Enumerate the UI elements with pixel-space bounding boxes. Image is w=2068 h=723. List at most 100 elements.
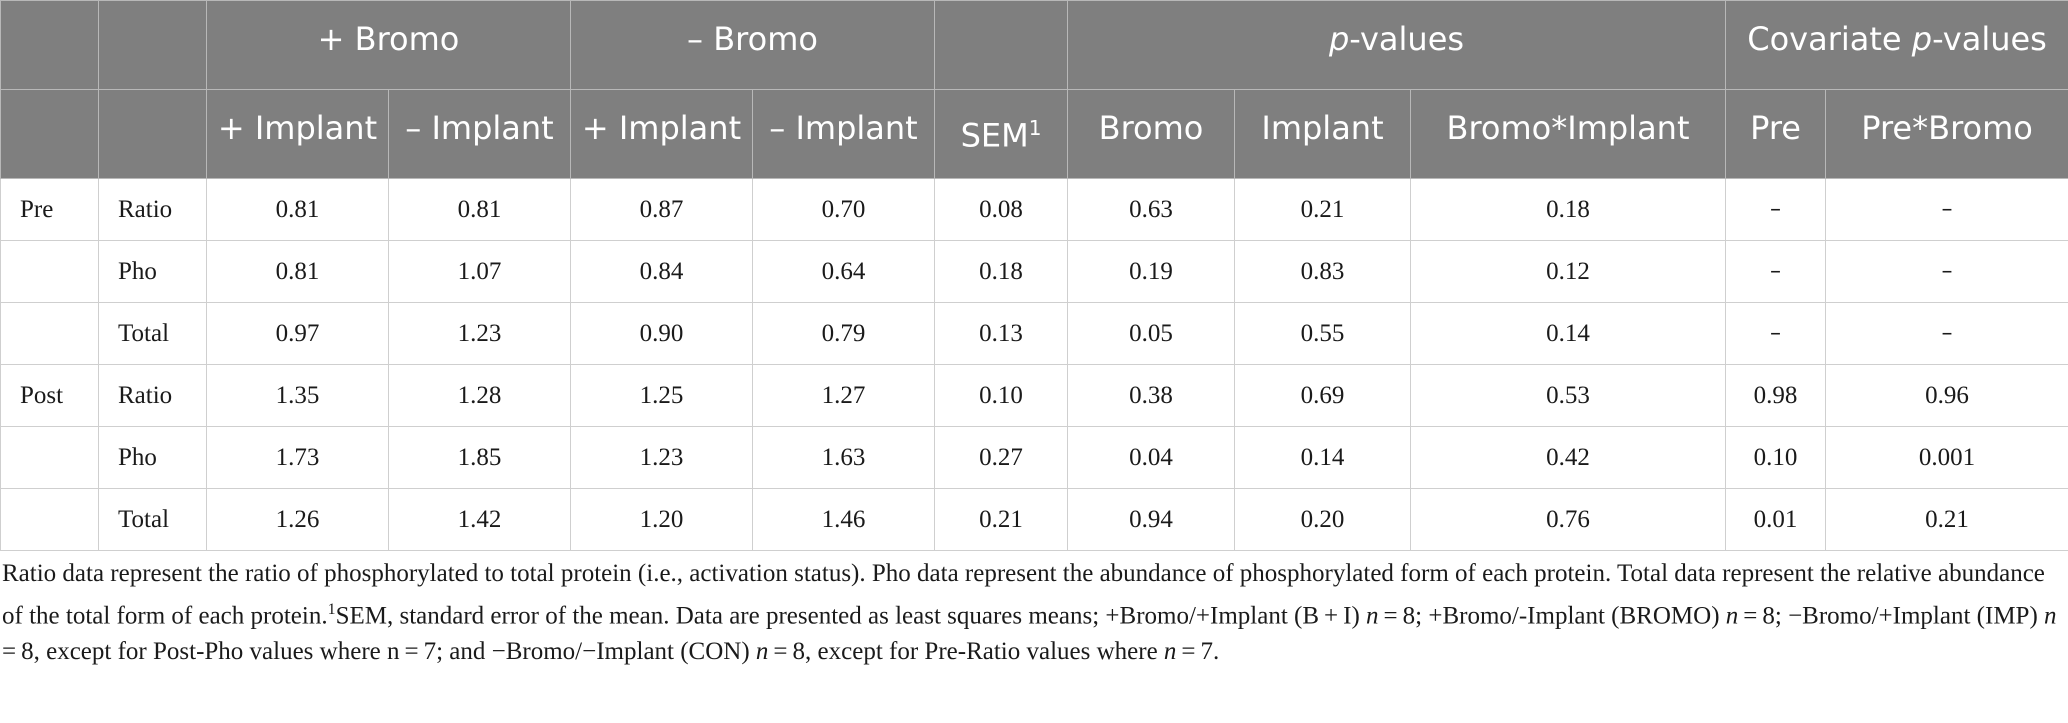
table-row: Post Ratio 1.35 1.28 1.25 1.27 0.10 0.38… <box>0 364 2068 427</box>
cell-p-bromo: 0.38 <box>1067 364 1235 427</box>
header-row-sub: + Implant – Implant + Implant – Implant … <box>0 89 2068 179</box>
cell-sem: 0.18 <box>934 240 1068 303</box>
cell-cov-pre-bromo: 0.96 <box>1825 364 2068 427</box>
cell-bromo-neg-implant-pos: 0.87 <box>570 178 753 241</box>
header-bromo-negative: – Bromo <box>570 0 935 90</box>
cell-p-bromo-implant: 0.14 <box>1409 302 1727 365</box>
table-row: Total 1.26 1.42 1.20 1.46 0.21 0.94 0.20… <box>0 488 2068 551</box>
cell-p-bromo: 0.04 <box>1067 426 1235 489</box>
header-covariate-p-values: Covariate p-values <box>1725 0 2068 90</box>
cell-p-bromo-implant: 0.76 <box>1409 488 1727 551</box>
cell-p-bromo-implant: 0.42 <box>1409 426 1727 489</box>
cell-p-bromo-implant: 0.12 <box>1409 240 1727 303</box>
cell-p-implant: 0.55 <box>1234 302 1411 365</box>
row-group-label <box>0 240 99 303</box>
table-row: Pho 1.73 1.85 1.23 1.63 0.27 0.04 0.14 0… <box>0 426 2068 489</box>
header-blank-cell <box>98 89 207 179</box>
cell-bromo-pos-implant-pos: 0.81 <box>206 240 389 303</box>
header-bromo-neg-implant-pos: + Implant <box>570 89 753 179</box>
cell-bromo-pos-implant-neg: 1.23 <box>388 302 571 365</box>
header-p-implant: Implant <box>1234 89 1411 179</box>
results-table: + Bromo – Bromo p-values Covariate p-val… <box>0 0 2068 551</box>
row-group-label: Post <box>0 364 99 427</box>
cell-bromo-neg-implant-pos: 1.23 <box>570 426 753 489</box>
cell-p-implant: 0.14 <box>1234 426 1411 489</box>
cell-p-implant: 0.20 <box>1234 488 1411 551</box>
row-group-label <box>0 426 99 489</box>
cell-bromo-neg-implant-pos: 1.20 <box>570 488 753 551</box>
row-measure-label: Pho <box>98 426 207 489</box>
cell-bromo-pos-implant-pos: 1.26 <box>206 488 389 551</box>
cell-bromo-pos-implant-pos: 1.73 <box>206 426 389 489</box>
header-bromo-pos-implant-neg: – Implant <box>388 89 571 179</box>
cell-bromo-pos-implant-pos: 0.97 <box>206 302 389 365</box>
cell-bromo-pos-implant-neg: 1.42 <box>388 488 571 551</box>
cell-cov-pre-bromo: – <box>1825 178 2068 241</box>
header-bromo-pos-implant-pos: + Implant <box>206 89 389 179</box>
header-cov-pre-bromo: Pre*Bromo <box>1825 89 2068 179</box>
header-p-bromo-implant: Bromo*Implant <box>1409 89 1727 179</box>
cell-sem: 0.21 <box>934 488 1068 551</box>
cell-cov-pre-bromo: – <box>1825 240 2068 303</box>
header-blank-cell <box>0 0 99 90</box>
header-blank-cell <box>0 89 99 179</box>
cell-p-implant: 0.83 <box>1234 240 1411 303</box>
cell-cov-pre: 0.98 <box>1725 364 1827 427</box>
cell-bromo-neg-implant-pos: 0.90 <box>570 302 753 365</box>
header-row-top: + Bromo – Bromo p-values Covariate p-val… <box>0 0 2068 90</box>
table-row: Pho 0.81 1.07 0.84 0.64 0.18 0.19 0.83 0… <box>0 240 2068 303</box>
header-cov-pre: Pre <box>1725 89 1827 179</box>
cell-sem: 0.10 <box>934 364 1068 427</box>
header-blank-cell <box>98 0 207 90</box>
table-row: Pre Ratio 0.81 0.81 0.87 0.70 0.08 0.63 … <box>0 178 2068 241</box>
row-group-label <box>0 488 99 551</box>
cell-p-bromo: 0.63 <box>1067 178 1235 241</box>
cell-p-bromo: 0.05 <box>1067 302 1235 365</box>
cell-sem: 0.08 <box>934 178 1068 241</box>
row-group-label <box>0 302 99 365</box>
header-bromo-neg-implant-neg: – Implant <box>752 89 935 179</box>
cell-bromo-pos-implant-neg: 0.81 <box>388 178 571 241</box>
cell-bromo-neg-implant-neg: 0.79 <box>752 302 935 365</box>
header-bromo-positive: + Bromo <box>206 0 571 90</box>
cell-bromo-neg-implant-neg: 0.70 <box>752 178 935 241</box>
row-measure-label: Ratio <box>98 364 207 427</box>
cell-sem: 0.13 <box>934 302 1068 365</box>
row-measure-label: Total <box>98 488 207 551</box>
cell-bromo-neg-implant-pos: 1.25 <box>570 364 753 427</box>
cell-sem: 0.27 <box>934 426 1068 489</box>
header-blank-cell <box>934 0 1068 90</box>
cell-bromo-neg-implant-neg: 1.63 <box>752 426 935 489</box>
cell-p-bromo: 0.94 <box>1067 488 1235 551</box>
cell-cov-pre-bromo: – <box>1825 302 2068 365</box>
cell-bromo-pos-implant-pos: 0.81 <box>206 178 389 241</box>
row-measure-label: Ratio <box>98 178 207 241</box>
cell-cov-pre-bromo: 0.21 <box>1825 488 2068 551</box>
row-measure-label: Pho <box>98 240 207 303</box>
table-footnote: Ratio data represent the ratio of phosph… <box>2 560 2062 666</box>
cell-bromo-neg-implant-neg: 1.27 <box>752 364 935 427</box>
cell-cov-pre: – <box>1725 302 1827 365</box>
cell-p-bromo: 0.19 <box>1067 240 1235 303</box>
cell-cov-pre-bromo: 0.001 <box>1825 426 2068 489</box>
cell-bromo-pos-implant-neg: 1.85 <box>388 426 571 489</box>
cell-p-implant: 0.21 <box>1234 178 1411 241</box>
cell-bromo-pos-implant-neg: 1.28 <box>388 364 571 427</box>
header-p-bromo: Bromo <box>1067 89 1235 179</box>
cell-p-bromo-implant: 0.53 <box>1409 364 1727 427</box>
cell-cov-pre: 0.10 <box>1725 426 1827 489</box>
header-p-values: p-values <box>1066 0 1727 90</box>
header-sem: SEM1 <box>934 89 1068 179</box>
row-group-label: Pre <box>0 178 99 241</box>
cell-bromo-neg-implant-neg: 1.46 <box>752 488 935 551</box>
table-row: Total 0.97 1.23 0.90 0.79 0.13 0.05 0.55… <box>0 302 2068 365</box>
cell-p-bromo-implant: 0.18 <box>1409 178 1727 241</box>
cell-bromo-pos-implant-neg: 1.07 <box>388 240 571 303</box>
cell-cov-pre: 0.01 <box>1725 488 1827 551</box>
cell-p-implant: 0.69 <box>1234 364 1411 427</box>
cell-cov-pre: – <box>1725 240 1827 303</box>
cell-bromo-neg-implant-neg: 0.64 <box>752 240 935 303</box>
cell-bromo-neg-implant-pos: 0.84 <box>570 240 753 303</box>
cell-bromo-pos-implant-pos: 1.35 <box>206 364 389 427</box>
row-measure-label: Total <box>98 302 207 365</box>
